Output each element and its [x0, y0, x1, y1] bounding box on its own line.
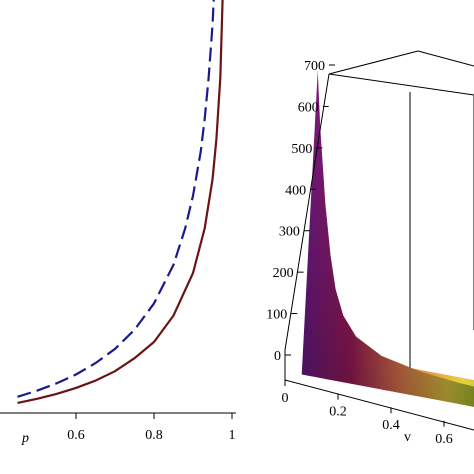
surface-shading [301, 70, 474, 407]
x-tick-label: 0.8 [145, 428, 163, 443]
v-tick-label: 0.4 [382, 418, 400, 433]
x-axis-label: p [21, 431, 29, 446]
series-line-dashed [17, 0, 215, 398]
left-line-chart: 0.6 0.8 1 p [0, 0, 236, 446]
series-group [17, 0, 224, 404]
v-axis-ticks: 0 0.2 0.4 0.6 [282, 380, 453, 447]
z-tick-label: 0 [274, 349, 281, 364]
z-tick-label: 500 [291, 142, 312, 157]
surface [301, 70, 474, 407]
right-surface-plot: 0 100 200 300 400 500 600 700 0 0.2 0.4 0.6 v [266, 50, 474, 447]
z-tick-label: 300 [279, 225, 300, 240]
v-tick-label: 0.6 [435, 432, 453, 447]
box-edge [328, 50, 419, 75]
x-axis-ticks: 0.6 0.8 1 [67, 413, 236, 443]
box-edge [284, 73, 330, 351]
v-tick-label: 0 [282, 391, 289, 406]
x-tick-label: 1 [229, 428, 236, 443]
v-tick-label: 0.2 [329, 405, 347, 420]
z-tick-label: 600 [298, 100, 319, 115]
bounding-box-back [328, 50, 474, 385]
box-edge [328, 73, 474, 96]
x-tick-label: 0.6 [67, 428, 85, 443]
box-edge [284, 379, 474, 431]
z-axis-ticks: 0 100 200 300 400 500 600 700 [266, 59, 335, 364]
series-line-solid [17, 0, 224, 404]
v-axis-label: v [404, 430, 411, 445]
z-tick-label: 100 [266, 308, 287, 323]
z-tick-label: 200 [273, 266, 294, 281]
box-edge [417, 50, 474, 67]
z-tick-label: 700 [304, 59, 325, 74]
z-tick-label: 400 [285, 183, 306, 198]
